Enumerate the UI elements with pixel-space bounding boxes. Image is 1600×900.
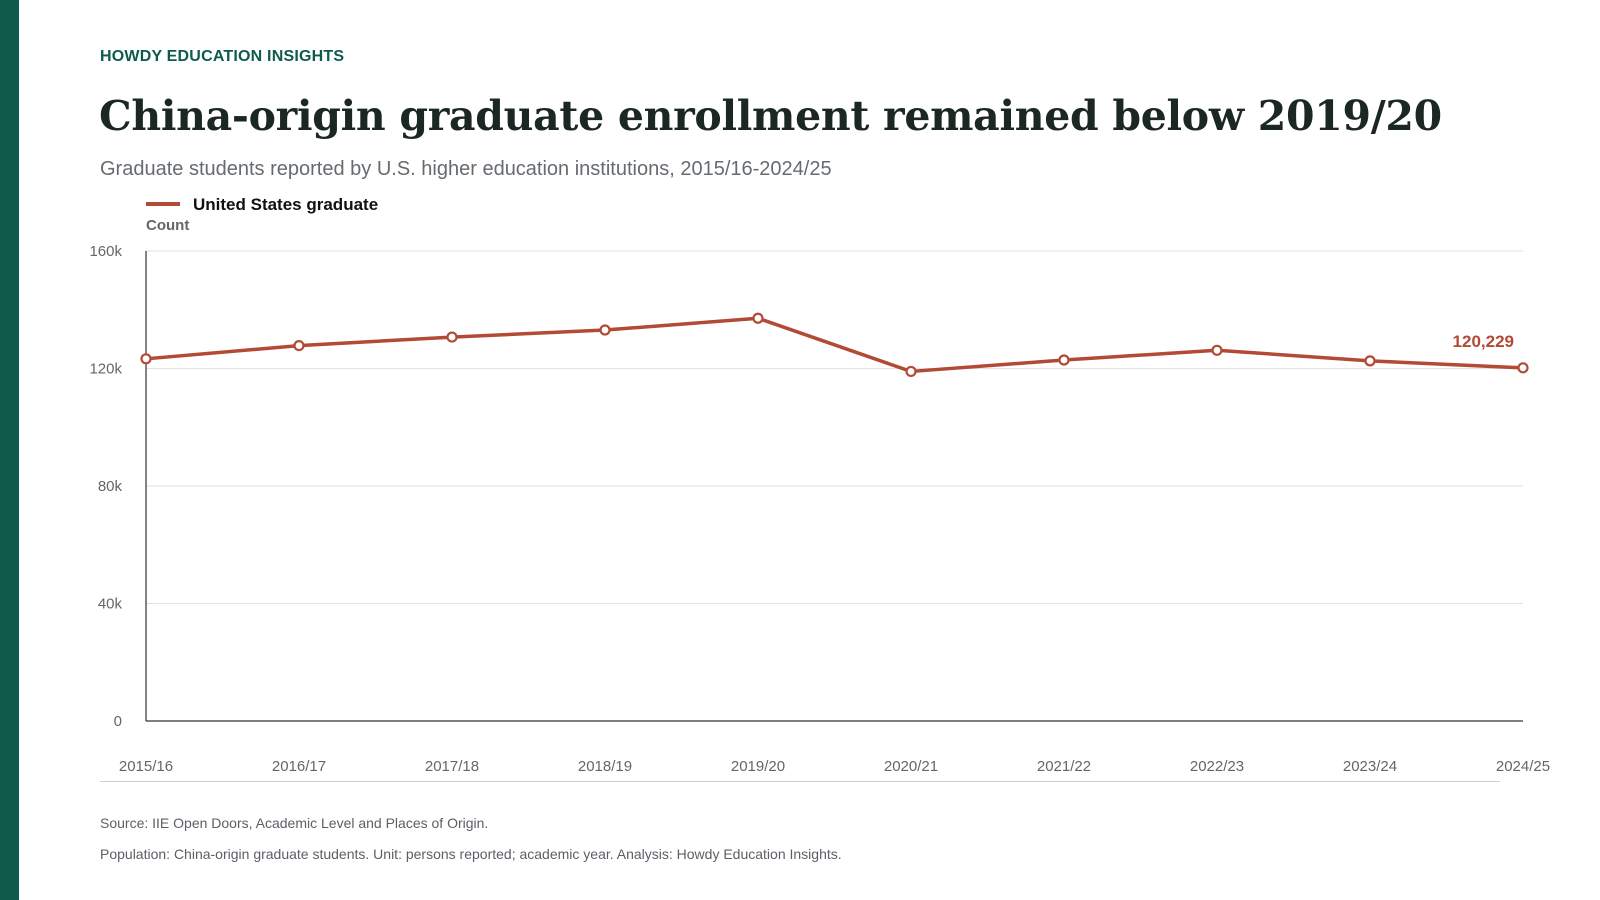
x-tick-label: 2023/24 <box>1343 758 1397 775</box>
series-united-states-graduate <box>140 312 1529 378</box>
data-point <box>752 312 764 324</box>
footer-divider <box>100 781 1500 782</box>
data-point <box>1211 344 1223 356</box>
x-tick-label: 2017/18 <box>425 758 479 775</box>
y-tick-label: 120k <box>89 361 122 378</box>
page-subtitle: Graduate students reported by U.S. highe… <box>100 158 832 180</box>
axes <box>145 251 1523 722</box>
x-tick-label: 2015/16 <box>119 758 173 775</box>
grid-lines <box>146 250 1523 604</box>
data-point <box>599 324 611 336</box>
x-tick-label: 2018/19 <box>578 758 632 775</box>
data-point <box>1364 355 1376 367</box>
data-point <box>293 339 305 352</box>
y-tick-label: 80k <box>98 478 123 495</box>
source-note: Source: IIE Open Doors, Academic Level a… <box>100 815 489 831</box>
brand-label: HOWDY EDUCATION INSIGHTS <box>100 48 345 65</box>
y-tick-label: 0 <box>114 713 122 730</box>
page-title: China-origin graduate enrollment remaine… <box>99 92 1442 140</box>
data-point <box>1517 362 1529 374</box>
accent-bar <box>0 0 19 900</box>
y-tick-labels: 0 40k 80k 120k 160k <box>89 243 122 730</box>
x-tick-label: 2022/23 <box>1190 758 1244 775</box>
y-tick-label: 160k <box>89 243 122 260</box>
population-note: Population: China-origin graduate studen… <box>100 846 842 862</box>
x-tick-label: 2020/21 <box>884 758 938 775</box>
x-tick-label: 2024/25 <box>1496 758 1550 775</box>
annotations: 120,229 <box>1453 332 1514 351</box>
data-label: 120,229 <box>1453 332 1514 351</box>
data-point <box>140 353 152 365</box>
series-line <box>144 316 1525 374</box>
x-tick-label: 2019/20 <box>731 758 785 775</box>
x-tick-labels: 2015/16 2016/17 2017/18 2018/19 2019/20 2020/… <box>119 758 1550 775</box>
data-point <box>446 331 458 343</box>
x-tick-label: 2021/22 <box>1037 758 1091 775</box>
data-point <box>1058 354 1070 366</box>
x-tick-label: 2016/17 <box>272 758 326 775</box>
data-point <box>905 365 917 378</box>
legend: United States graduate <box>146 195 378 214</box>
y-axis-label: Count <box>146 217 189 234</box>
y-tick-label: 40k <box>98 596 123 613</box>
legend-label: United States graduate <box>193 195 378 214</box>
